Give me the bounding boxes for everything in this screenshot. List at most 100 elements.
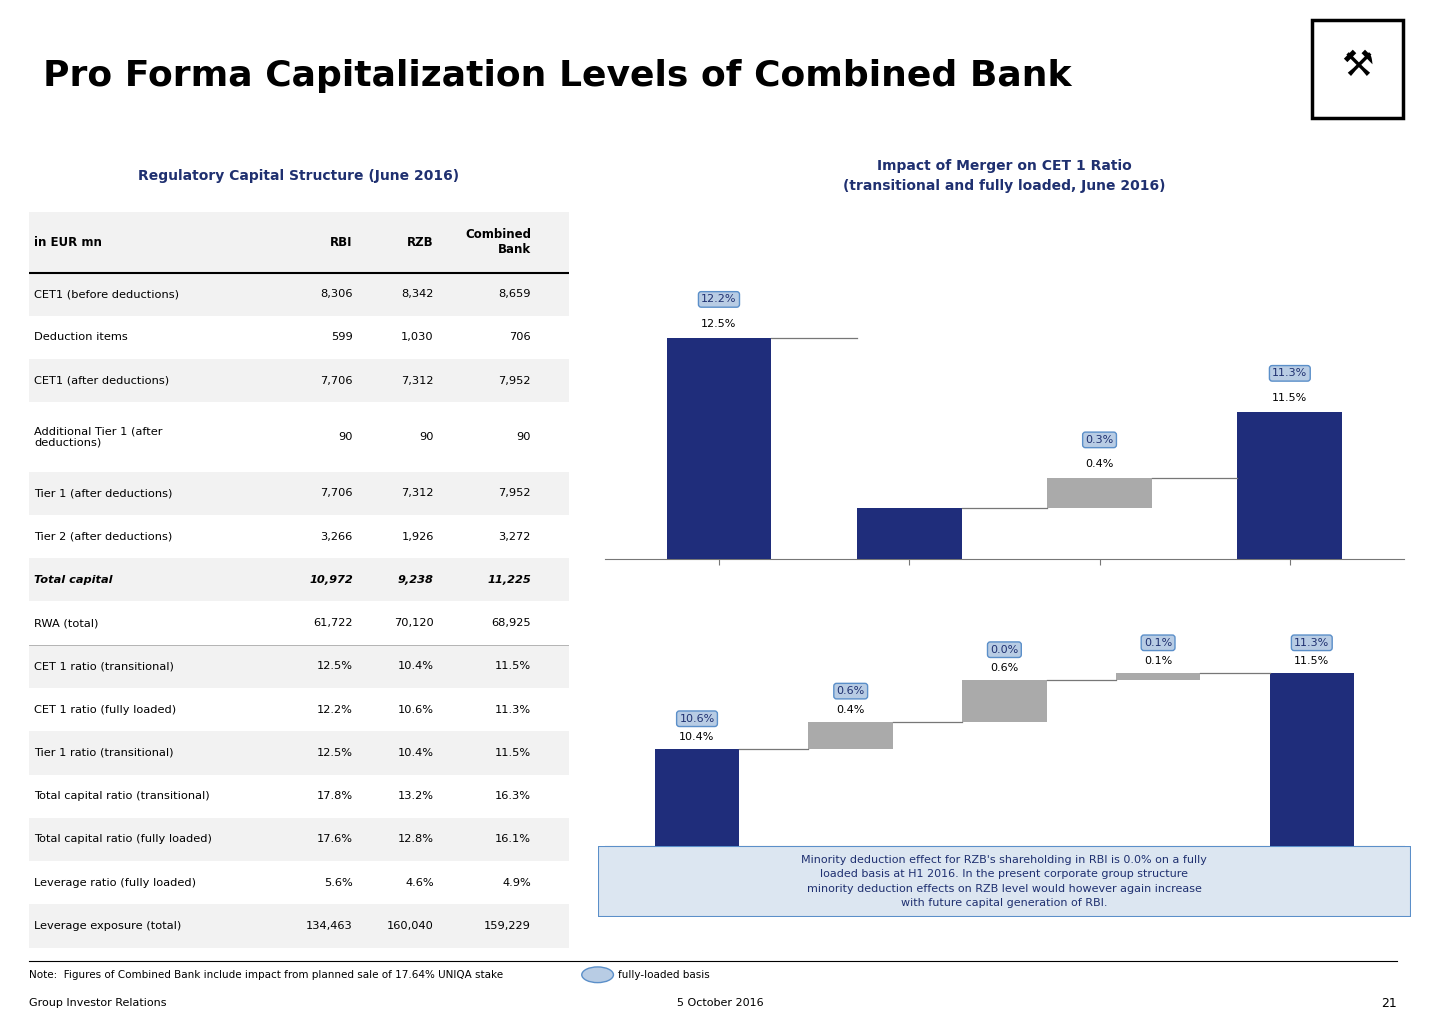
Text: fully-loaded basis: fully-loaded basis bbox=[618, 970, 710, 980]
Text: Impact of Merger on CET 1 Ratio
(transitional and fully loaded, June 2016): Impact of Merger on CET 1 Ratio (transit… bbox=[844, 159, 1165, 193]
Text: Combined
Bank: Combined Bank bbox=[465, 228, 531, 256]
Text: 7,312: 7,312 bbox=[402, 488, 433, 498]
Text: 8,659: 8,659 bbox=[498, 289, 531, 300]
Text: 11.5%: 11.5% bbox=[1272, 393, 1308, 403]
Text: Tier 1 ratio (transitional): Tier 1 ratio (transitional) bbox=[35, 748, 174, 758]
Text: CET 1 ratio (transitional): CET 1 ratio (transitional) bbox=[35, 661, 174, 672]
Text: 10.4%: 10.4% bbox=[397, 748, 433, 758]
Text: 11.5%: 11.5% bbox=[1295, 656, 1329, 666]
Text: Total capital ratio (fully loaded): Total capital ratio (fully loaded) bbox=[35, 835, 212, 845]
Text: (1.3)%: (1.3)% bbox=[891, 612, 927, 623]
Text: RZB: RZB bbox=[408, 235, 433, 249]
Text: 0.0%: 0.0% bbox=[991, 645, 1018, 654]
Text: 90: 90 bbox=[419, 432, 433, 442]
Text: 159,229: 159,229 bbox=[484, 921, 531, 931]
Text: 12.5%: 12.5% bbox=[701, 319, 737, 329]
Bar bbox=[29, 316, 569, 359]
Text: RBI: RBI bbox=[330, 235, 353, 249]
Text: 11.3%: 11.3% bbox=[1295, 638, 1329, 648]
Text: 13.2%: 13.2% bbox=[397, 791, 433, 801]
Text: Additional Tier 1 (after
deductions): Additional Tier 1 (after deductions) bbox=[35, 426, 163, 447]
Bar bbox=[29, 212, 569, 272]
Text: 599: 599 bbox=[331, 332, 353, 342]
Text: 10.4%: 10.4% bbox=[680, 733, 714, 742]
Bar bbox=[29, 515, 569, 558]
Text: 10.6%: 10.6% bbox=[397, 705, 433, 714]
Bar bbox=[29, 645, 569, 688]
Text: 12.5%: 12.5% bbox=[317, 661, 353, 672]
Text: 0.3%: 0.3% bbox=[1086, 435, 1113, 445]
Text: 706: 706 bbox=[510, 332, 531, 342]
Text: Deduction items: Deduction items bbox=[35, 332, 128, 342]
Text: 11.5%: 11.5% bbox=[495, 661, 531, 672]
Text: 9,238: 9,238 bbox=[397, 575, 433, 585]
Text: Total capital: Total capital bbox=[35, 575, 112, 585]
Text: Group Investor Relations: Group Investor Relations bbox=[29, 999, 166, 1009]
Text: 16.3%: 16.3% bbox=[495, 791, 531, 801]
Text: 70,120: 70,120 bbox=[395, 619, 433, 628]
Text: 16.1%: 16.1% bbox=[495, 835, 531, 845]
Text: 0.6%: 0.6% bbox=[991, 663, 1018, 674]
Text: 12.2%: 12.2% bbox=[701, 294, 737, 305]
Bar bbox=[29, 403, 569, 472]
Bar bbox=[29, 601, 569, 645]
Text: 17.6%: 17.6% bbox=[317, 835, 353, 845]
Bar bbox=[808, 721, 893, 749]
Text: 11.5%: 11.5% bbox=[495, 748, 531, 758]
Bar bbox=[667, 337, 772, 1019]
Bar bbox=[655, 749, 739, 1019]
Text: 7,952: 7,952 bbox=[498, 488, 531, 498]
Text: Pro Forma Capitalization Levels of Combined Bank: Pro Forma Capitalization Levels of Combi… bbox=[43, 59, 1071, 93]
Bar bbox=[29, 359, 569, 403]
Text: 0.4%: 0.4% bbox=[837, 704, 865, 714]
Text: 7,706: 7,706 bbox=[320, 376, 353, 386]
Text: Leverage ratio (fully loaded): Leverage ratio (fully loaded) bbox=[35, 877, 196, 888]
Text: Minority deduction effect for RZB's shareholding in RBI is 0.0% on a fully
loade: Minority deduction effect for RZB's shar… bbox=[802, 855, 1207, 908]
Text: Total capital ratio (transitional): Total capital ratio (transitional) bbox=[35, 791, 210, 801]
Text: 4.6%: 4.6% bbox=[405, 877, 433, 888]
Text: Leverage exposure (total): Leverage exposure (total) bbox=[35, 921, 181, 931]
Bar bbox=[29, 861, 569, 905]
Bar bbox=[857, 507, 962, 604]
Bar bbox=[962, 680, 1047, 721]
Text: 0.4%: 0.4% bbox=[1086, 460, 1113, 470]
Bar bbox=[29, 774, 569, 818]
Bar bbox=[29, 558, 569, 601]
Text: Note:  Figures of Combined Bank include impact from planned sale of 17.64% UNIQA: Note: Figures of Combined Bank include i… bbox=[29, 970, 503, 980]
Text: 0.6%: 0.6% bbox=[837, 686, 865, 696]
Text: 3,272: 3,272 bbox=[498, 532, 531, 541]
Text: 8,306: 8,306 bbox=[320, 289, 353, 300]
Text: 7,952: 7,952 bbox=[498, 376, 531, 386]
Text: 12.8%: 12.8% bbox=[397, 835, 433, 845]
Text: 8,342: 8,342 bbox=[402, 289, 433, 300]
Text: 5.6%: 5.6% bbox=[324, 877, 353, 888]
Text: 90: 90 bbox=[338, 432, 353, 442]
Text: 11,225: 11,225 bbox=[487, 575, 531, 585]
Text: ⚒: ⚒ bbox=[1341, 50, 1374, 84]
FancyBboxPatch shape bbox=[1312, 19, 1403, 118]
Text: 10.6%: 10.6% bbox=[680, 713, 714, 723]
Text: Tier 1 (after deductions): Tier 1 (after deductions) bbox=[35, 488, 173, 498]
Bar bbox=[29, 688, 569, 732]
Bar bbox=[1116, 674, 1201, 680]
Text: 5 October 2016: 5 October 2016 bbox=[677, 999, 763, 1009]
Text: 160,040: 160,040 bbox=[387, 921, 433, 931]
Ellipse shape bbox=[582, 967, 613, 982]
Bar bbox=[29, 818, 569, 861]
Text: 90: 90 bbox=[517, 432, 531, 442]
Bar bbox=[29, 732, 569, 774]
Text: 68,925: 68,925 bbox=[491, 619, 531, 628]
Text: (1.3)%: (1.3)% bbox=[891, 637, 927, 647]
Text: 21: 21 bbox=[1381, 997, 1397, 1010]
Text: 11.3%: 11.3% bbox=[495, 705, 531, 714]
Text: RWA (total): RWA (total) bbox=[35, 619, 98, 628]
Text: CET 1 ratio (fully loaded): CET 1 ratio (fully loaded) bbox=[35, 705, 176, 714]
Bar bbox=[29, 905, 569, 948]
Text: 10.4%: 10.4% bbox=[397, 661, 433, 672]
Text: Tier 2 (after deductions): Tier 2 (after deductions) bbox=[35, 532, 173, 541]
Text: 17.8%: 17.8% bbox=[317, 791, 353, 801]
Bar bbox=[1270, 674, 1354, 1019]
Text: 12.5%: 12.5% bbox=[317, 748, 353, 758]
Text: 134,463: 134,463 bbox=[307, 921, 353, 931]
Text: 4.9%: 4.9% bbox=[503, 877, 531, 888]
